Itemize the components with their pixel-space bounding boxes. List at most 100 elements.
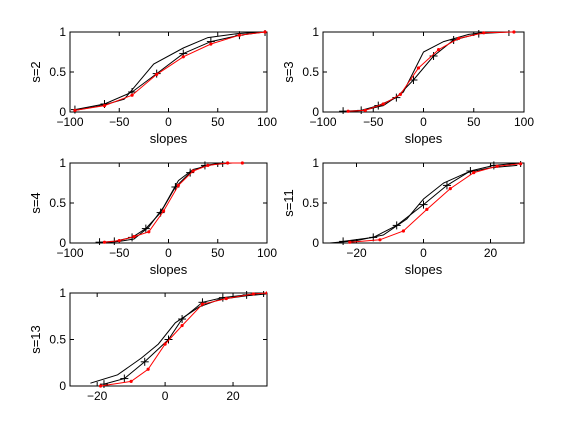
y-tick-label: 0 [312,105,319,119]
x-tick-label: 0 [420,246,427,260]
dot-marker [347,110,350,113]
dot-marker [348,241,351,244]
dot-marker [192,169,195,172]
y-tick-label: 1 [312,156,319,170]
subplot-1: −100 −50 0 50 100 0 0.5 1 s=2 slopes [28,25,277,146]
plus-marker [339,237,347,245]
dot-marker [457,37,460,40]
plot-area [96,159,244,246]
dot-marker [162,209,165,212]
dot-marker [130,380,133,383]
dot-marker [482,31,485,34]
dot-marker [201,303,204,306]
series-red-dot-line [348,32,514,111]
y-tick-label: 1 [312,25,319,39]
dot-marker [449,187,452,190]
x-tick-label: 0 [420,115,427,129]
dot-marker [472,171,475,174]
y-tick-label: 0.5 [49,196,66,210]
x-tick-label: 50 [211,115,225,129]
subplot-4: −20 0 20 0 0.5 1 s=11 slopes [281,156,525,277]
plus-marker [96,238,104,246]
plot-area [71,28,269,114]
x-tick-label: 20 [484,246,498,260]
dot-marker [177,184,180,187]
dot-marker [164,343,167,346]
dot-marker [132,235,135,238]
axes-frame [323,32,524,112]
x-tick-label: 0 [162,389,169,403]
x-tick-label: 0 [165,246,172,260]
y-axis-label: s=2 [28,61,43,82]
y-axis-label: s=4 [28,192,43,213]
x-axis-label: slopes [405,262,443,277]
dot-marker [265,291,268,294]
plot-area [330,159,525,245]
y-tick-label: 0 [59,379,66,393]
dot-marker [180,324,183,327]
plus-marker [339,107,347,115]
plot-area [339,28,515,115]
series-red-dot-line [101,293,267,386]
y-tick-label: 0 [312,236,319,250]
y-tick-label: 1 [59,25,66,39]
x-tick-label: −50 [109,246,130,260]
dot-marker [263,30,266,33]
x-tick-label: 100 [514,115,534,129]
x-tick-label: −20 [346,246,367,260]
series-black-plus-line [343,163,520,241]
subplot-3: −100 −50 0 50 10000.51s=4slopes [28,156,277,277]
dot-marker [147,368,150,371]
series-red-dot-line [105,163,243,242]
x-tick-label: 0 [165,115,172,129]
subplot-5: −20 0 2000.51s=13 [28,286,269,403]
x-tick-label: −50 [109,115,130,129]
dot-marker [155,73,158,76]
dot-marker [425,208,428,211]
plot-area [90,289,268,388]
y-tick-label: 0.5 [49,65,66,79]
dot-marker [417,66,420,69]
y-tick-label: 0.5 [302,196,319,210]
x-tick-label: 100 [257,115,277,129]
dot-marker [118,239,121,242]
dot-marker [519,162,522,165]
dot-marker [252,292,255,295]
series-red-dot-line [75,32,265,110]
series-black-plus-line [75,32,265,110]
series-black-plus-line [104,293,264,384]
dot-marker [147,230,150,233]
y-axis-label: s=13 [28,325,43,354]
dot-marker [226,161,229,164]
dot-marker [496,165,499,168]
y-tick-label: 1 [59,286,66,300]
dot-marker [382,102,385,105]
x-axis-label: slopes [150,131,188,146]
dot-marker [241,161,244,164]
dot-marker [182,55,185,58]
dot-marker [206,164,209,167]
dot-marker [512,30,515,33]
x-tick-label: −50 [363,115,384,129]
series-black-plus-line [343,32,509,111]
dot-marker [99,384,102,387]
x-axis-label: slopes [405,131,443,146]
x-tick-label: 100 [257,246,277,260]
y-tick-label: 0.5 [302,65,319,79]
y-tick-label: 1 [59,156,66,170]
x-axis-label: slopes [150,262,188,277]
dot-marker [73,109,76,112]
series-red-dot-line [350,164,521,242]
y-axis-label: s=11 [281,189,296,217]
series-black-plus-line [100,163,223,242]
dot-marker [130,94,133,97]
y-tick-label: 0.5 [49,333,66,347]
x-tick-label: 50 [467,115,481,129]
x-tick-label: 50 [211,246,225,260]
dot-marker [364,109,367,112]
dot-marker [238,34,241,37]
y-tick-label: 0 [59,236,66,250]
x-tick-label: 20 [226,389,240,403]
series-black-none-line [75,32,264,110]
